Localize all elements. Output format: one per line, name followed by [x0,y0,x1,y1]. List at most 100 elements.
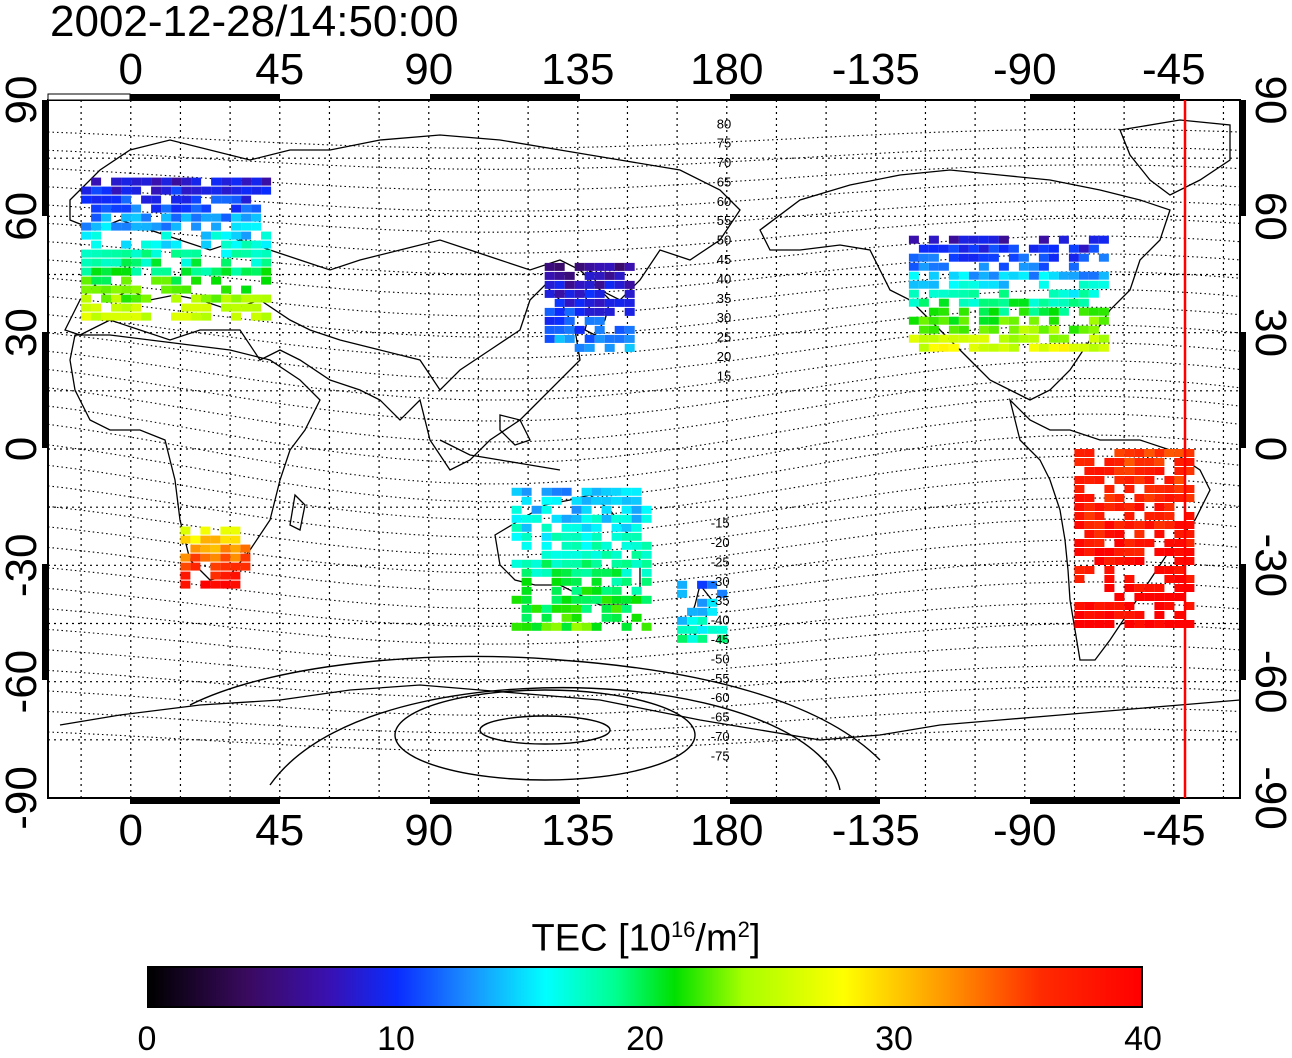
tec-block [240,544,251,553]
tec-block [261,231,272,240]
tec-block [91,177,102,186]
tec-block [1174,575,1185,583]
tec-block [1094,602,1105,610]
tec-block [624,307,635,316]
tec-block [631,613,642,622]
contour-label: 75 [717,136,731,151]
tec-block [908,280,919,289]
tec-block [1114,449,1125,457]
tec-block [594,325,605,334]
tec-block [121,303,132,312]
tec-block [1008,244,1019,253]
bottom-axis-labels: 0 45 90 135 180 -135 -90 -45 [119,806,1206,855]
tec-block [621,487,632,496]
tec-block [1088,307,1099,316]
tec-block [621,622,632,631]
tec-block [1114,539,1125,547]
tec-block [220,580,231,589]
tec-block [151,195,162,204]
tec-block [707,598,718,607]
tec-block [604,343,615,352]
tec-block [988,253,999,262]
tec-block [998,289,1009,298]
tec-block [1144,467,1155,475]
tec-block [614,280,625,289]
tec-block [958,307,969,316]
tec-block [131,258,142,267]
tec-block [131,186,142,195]
tec-block [611,595,622,604]
tec-block [614,325,625,334]
tec-block [231,204,242,213]
tec-block [241,222,252,231]
tec-block [697,634,708,643]
tec-block [1094,512,1105,520]
tec-block [908,253,919,262]
tec-block [574,298,585,307]
contour-label: -30 [711,574,730,589]
tec-block [561,604,572,613]
tec-block [201,240,212,249]
tec-block [131,249,142,258]
tec-block [1084,611,1095,619]
tec-block [151,177,162,186]
tec-block [594,280,605,289]
tec-block [101,186,112,195]
contour-label: 45 [717,252,731,267]
tec-block [231,303,242,312]
tec-block [261,294,272,303]
bottom-axis-label: -135 [832,806,920,855]
tec-block [220,544,231,553]
tec-block [141,312,152,321]
tec-block [1008,253,1019,262]
tec-block [1174,476,1185,484]
tec-block [1068,289,1079,298]
tec-block [81,285,92,294]
tec-block [564,271,575,280]
tec-block [261,177,272,186]
tec-block [1058,334,1069,343]
tec-block [180,535,191,544]
tec-block [210,544,221,553]
tec-block [1174,593,1185,601]
tec-block [584,271,595,280]
tec-block [91,195,102,204]
tec-block [261,276,272,285]
tec-block [594,334,605,343]
tec-block [584,280,595,289]
tec-block [531,568,542,577]
tec-block [908,298,919,307]
tec-block [141,213,152,222]
tec-block [978,253,989,262]
tec-block [988,343,999,352]
tec-block [561,550,572,559]
tec-block [131,204,142,213]
tec-block [1134,476,1145,484]
tec-block [1088,280,1099,289]
tec-block [938,334,949,343]
tec-block [1078,271,1089,280]
tec-block [251,213,262,222]
tec-block [584,262,595,271]
tec-block [231,249,242,258]
tec-block [231,312,242,321]
tec-block [1174,458,1185,466]
tec-block [948,343,959,352]
tec-block [564,298,575,307]
tec-block [677,625,688,634]
tec-block [1084,530,1095,538]
tec-block [241,231,252,240]
tec-block [591,622,602,631]
tec-block [171,294,182,303]
tec-block [531,559,542,568]
tec-block [180,580,191,589]
tec-block [697,607,708,616]
tec-block [261,267,272,276]
tec-block [1134,530,1145,538]
tec-block [554,325,565,334]
tec-block [220,571,231,580]
tec-block [1154,521,1165,529]
tec-block [81,222,92,231]
tec-block [621,604,632,613]
tec-block [1038,262,1049,271]
